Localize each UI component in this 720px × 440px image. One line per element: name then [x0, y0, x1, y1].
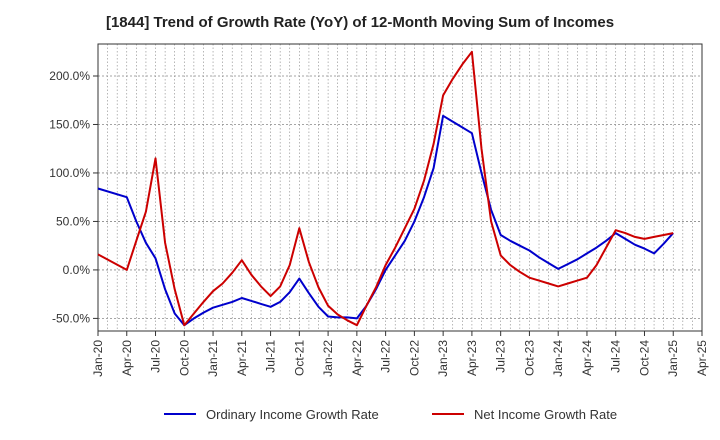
x-tick-label: Apr-22: [350, 340, 364, 376]
x-tick-label: Jul-21: [264, 340, 278, 373]
axes: [97, 43, 703, 332]
x-tick-label: Oct-20: [177, 340, 191, 376]
legend: Ordinary Income Growth Rate Net Income Gr…: [164, 407, 617, 422]
x-tick-label: Oct-22: [407, 340, 421, 376]
y-tick-label: -50.0%: [52, 311, 90, 325]
x-tick-label: Jan-21: [206, 340, 220, 377]
x-tick-label: Jul-23: [494, 340, 508, 373]
x-tick-label: Apr-21: [235, 340, 249, 376]
x-tick-label: Jan-24: [551, 340, 565, 377]
x-tick-label: Jan-22: [321, 340, 335, 377]
x-tick-label: Jan-23: [436, 340, 450, 377]
series-line-ordinary-income: [97, 114, 674, 327]
plot-border: [97, 43, 703, 332]
x-tick-label: Apr-25: [695, 340, 709, 376]
y-tick-label: 100.0%: [49, 166, 90, 180]
y-tick-label: 150.0%: [49, 117, 90, 131]
y-tick-label: 0.0%: [63, 263, 91, 277]
x-tick-label: Jan-20: [91, 340, 105, 377]
x-axis-ticks: Jan-20 Apr-20 Jul-20 Oct-20 Jan-21 Apr-21 Jul-…: [91, 331, 709, 377]
x-tick-label: Oct-23: [522, 340, 536, 376]
x-tick-label: Apr-24: [580, 340, 594, 376]
x-tick-label: Oct-24: [637, 340, 651, 376]
x-tick-label: Jul-20: [149, 340, 163, 373]
x-tick-label: Jan-25: [666, 340, 680, 377]
y-tick-label: 50.0%: [56, 214, 90, 228]
x-tick-label: Apr-20: [120, 340, 134, 376]
plot-area: [98, 44, 702, 331]
series-line-net-income: [97, 50, 674, 327]
legend-label: Net Income Growth Rate: [474, 407, 617, 422]
x-tick-label: Apr-23: [465, 340, 479, 376]
series-lines: [97, 50, 674, 327]
legend-label: Ordinary Income Growth Rate: [206, 407, 379, 422]
x-tick-label: Oct-21: [292, 340, 306, 376]
x-tick-label: Jul-24: [609, 340, 623, 373]
chart-title: [1844] Trend of Growth Rate (YoY) of 12-…: [105, 14, 615, 31]
x-tick-label: Jul-22: [379, 340, 393, 373]
y-axis-ticks: -50.0% 0.0% 50.0% 100.0% 150.0% 200.0%: [49, 69, 98, 325]
y-tick-label: 200.0%: [49, 69, 90, 83]
grid-lines: [98, 44, 702, 331]
